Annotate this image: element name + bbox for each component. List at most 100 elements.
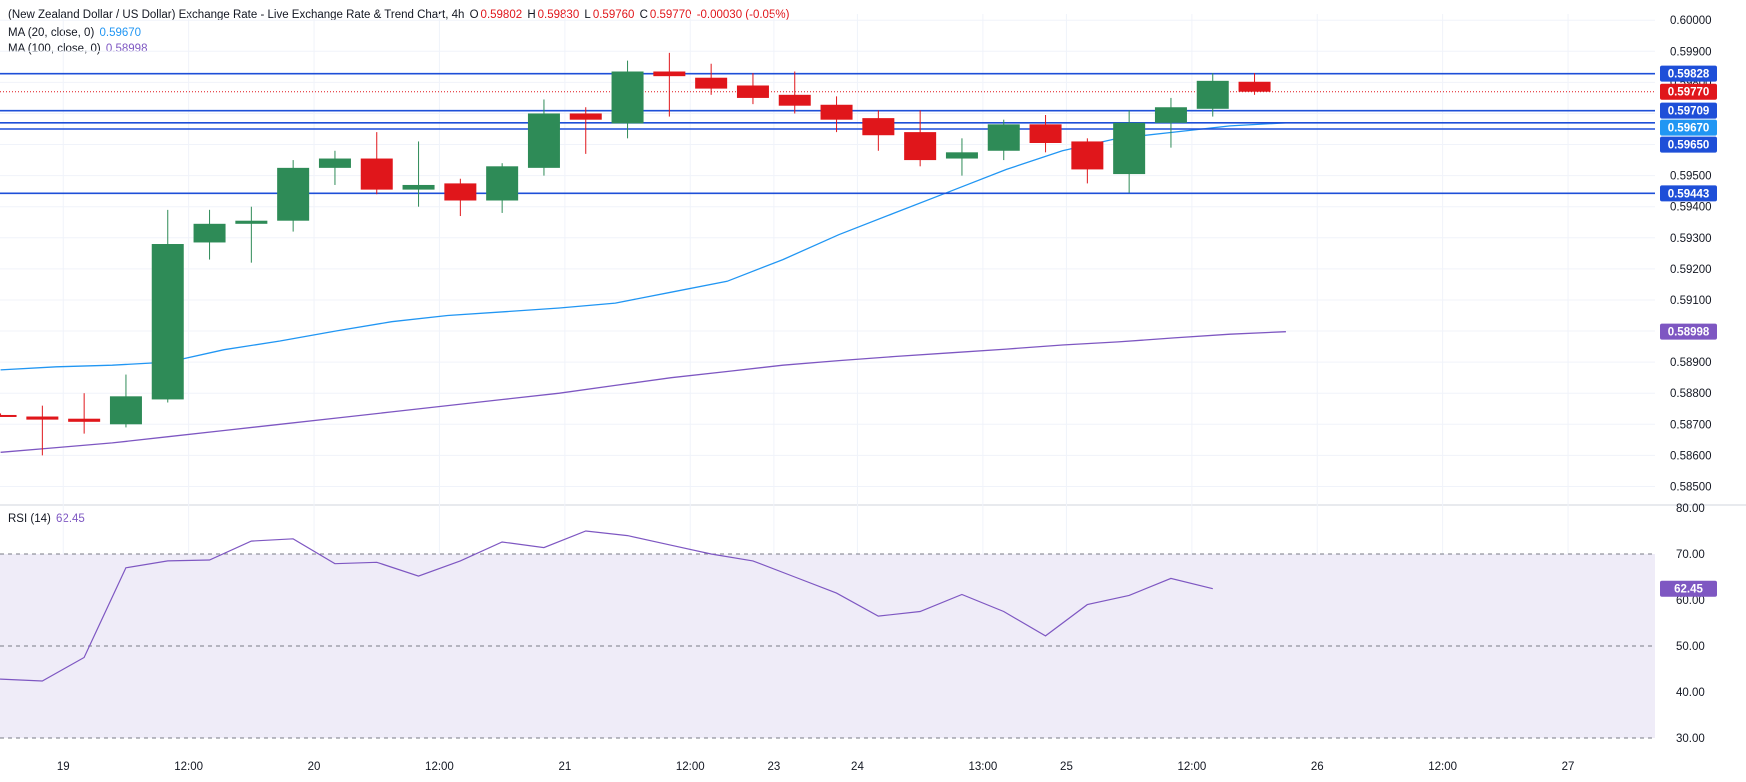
candle[interactable] [486,163,519,213]
price-tag: 0.59770 [1660,83,1717,100]
candle-body [611,71,644,124]
price-tag: 0.59709 [1660,102,1717,119]
candle[interactable] [0,413,17,417]
price-tick-label: 0.59500 [1670,171,1712,183]
low-label: L [584,9,591,21]
price-tick-label: 0.59400 [1670,202,1712,214]
candles [0,52,1271,456]
time-tick-label: 24 [851,761,864,773]
candle[interactable] [68,393,101,434]
candle-body [778,94,811,106]
candle-body [904,132,937,161]
candle[interactable] [318,150,351,185]
candle[interactable] [1113,110,1146,193]
candle[interactable] [987,119,1020,161]
rsi-tick-label: 30.00 [1676,733,1705,745]
price-tick-label: 0.59300 [1670,233,1712,245]
price-tags: 0.59828 0.59770 0.59709 0.59670 0.59650 0.594… [1660,65,1717,597]
ma100-legend[interactable]: MA (100, close, 0) 0.58998 [8,43,149,55]
candle[interactable] [862,110,895,151]
price-tick-label: 0.59900 [1670,46,1712,58]
candle-body [820,104,853,120]
candle[interactable] [360,132,393,195]
candle[interactable] [277,160,310,232]
ma20-label: MA (20, close, 0) [8,27,95,39]
price-tick-label: 0.58700 [1670,419,1712,431]
candle-body [277,167,310,221]
candle[interactable] [1029,115,1062,153]
candle-body [486,166,519,201]
price-tick-label: 0.59200 [1670,264,1712,276]
time-tick-label: 13:00 [968,761,997,773]
candle-body [0,414,17,417]
candle-body [1113,122,1146,175]
price-tag-label: 0.59650 [1668,140,1710,152]
symbol-title: (New Zealand Dollar / US Dollar) Exchang… [8,9,465,21]
price-tag-label: 0.59770 [1668,87,1710,99]
candle[interactable] [820,96,853,133]
candle[interactable] [945,138,978,176]
candle-body [527,113,560,168]
price-tag-bg [1660,185,1717,202]
candle-body [193,223,226,243]
rsi-tick-label: 70.00 [1676,549,1705,561]
candle[interactable] [1071,138,1104,184]
candle[interactable] [569,107,602,154]
ma100-line [0,331,1286,453]
candle-body [1029,124,1062,143]
candle[interactable] [1238,73,1271,95]
candle[interactable] [695,63,728,95]
rsi-pane [0,530,1655,739]
time-tick-label: 26 [1311,761,1324,773]
price-tag-bg [1660,323,1717,340]
rsi-tick-label: 50.00 [1676,641,1705,653]
high-label: H [527,9,536,21]
time-axis[interactable]: 19 12:00 20 12:00 21 12:00 23 24 13:00 25 12:00 26 1… [57,761,1575,773]
time-tick-label: 19 [57,761,70,773]
candle-body [736,85,769,98]
open-value: 0.59802 [480,9,523,21]
high-value: 0.59830 [537,9,580,21]
price-tag: 0.59670 [1660,119,1717,136]
ma20-legend[interactable]: MA (20, close, 0) 0.59670 [8,27,143,39]
rsi-tick-label: 40.00 [1676,687,1705,699]
candle[interactable] [1196,73,1229,117]
price-tag: 0.59650 [1660,136,1717,153]
candle-body [318,158,351,168]
ma20-value: 0.59670 [99,27,142,39]
candle-body [1196,80,1229,109]
price-tick-label: 0.59100 [1670,295,1712,307]
candle-body [68,418,101,422]
time-tick-label: 12:00 [425,761,454,773]
candle[interactable] [736,73,769,105]
candle[interactable] [904,110,937,167]
price-tag-label: 0.59828 [1668,69,1710,81]
time-tick-label: 12:00 [676,761,705,773]
rsi-label: RSI (14) [8,513,51,525]
candle-body [945,152,978,159]
candle[interactable] [26,405,59,456]
price-tag-bg [1660,83,1717,100]
candle[interactable] [778,71,811,114]
candle[interactable] [444,178,477,217]
price-tag-bg [1660,65,1717,82]
candle[interactable] [109,374,142,428]
price-tag: 0.59443 [1660,185,1717,202]
candle-body [569,113,602,120]
open-label: O [469,9,479,21]
change-value: -0.00030 (-0.05%) [696,9,790,21]
candle[interactable] [527,99,560,176]
candle-body [360,158,393,190]
price-tag-bg [1660,119,1717,136]
time-tick-label: 21 [558,761,571,773]
candle[interactable] [653,52,686,117]
close-value: 0.59770 [649,9,692,21]
candle[interactable] [611,60,644,139]
candle[interactable] [193,209,226,260]
candle-body [151,244,184,400]
candle[interactable] [235,206,268,263]
candle[interactable] [151,209,184,403]
candle[interactable] [402,141,435,207]
candle[interactable] [1154,97,1187,148]
